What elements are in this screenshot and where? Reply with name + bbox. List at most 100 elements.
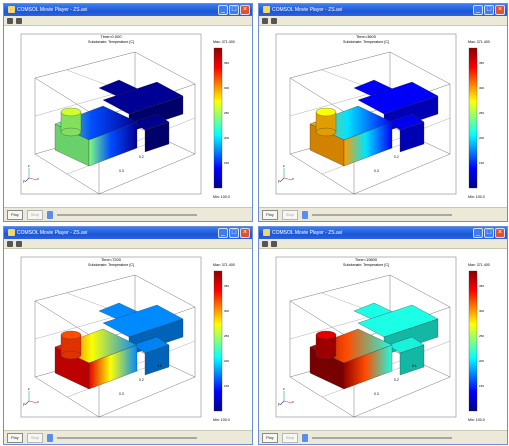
plot-area: Time=7200 Subdomain: Temperature [C] 0.1… xyxy=(7,249,249,429)
minimize-button[interactable]: _ xyxy=(473,5,483,15)
comsol-app-icon xyxy=(8,6,15,14)
playback-controls: Play Stop xyxy=(4,430,252,444)
heater-cylinder-top xyxy=(315,330,337,340)
plot-time-label: Time=0.000 xyxy=(100,34,122,39)
colorbar-tick-label: 200 xyxy=(224,136,229,140)
axis-tick-label: 0.2 xyxy=(394,155,399,159)
colorbar-tick-label: 300 xyxy=(479,309,484,313)
minimize-button[interactable]: _ xyxy=(473,228,483,238)
export-icon[interactable] xyxy=(7,17,13,24)
heater-cylinder-base xyxy=(60,127,82,137)
maximize-button[interactable]: □ xyxy=(484,228,494,238)
stop-button[interactable]: Stop xyxy=(26,432,44,443)
heater-cylinder-top xyxy=(60,330,82,340)
frame-slider-handle[interactable] xyxy=(47,210,54,219)
axis-z-label: z xyxy=(28,164,30,168)
axis-y-label: y xyxy=(23,179,25,183)
save-icon[interactable] xyxy=(16,17,22,24)
export-icon[interactable] xyxy=(262,240,268,247)
maximize-button[interactable]: □ xyxy=(484,5,494,15)
axis-x-label: x xyxy=(37,400,39,404)
movie-player-window: COMSOL Movie Player - ZS.avi _ □ × Time=… xyxy=(258,3,508,222)
frame-slider-track[interactable] xyxy=(312,436,453,439)
close-button[interactable]: × xyxy=(240,228,250,238)
export-icon[interactable] xyxy=(262,17,268,24)
plot-time-label: Time=7200 xyxy=(101,257,122,262)
comsol-app-icon xyxy=(263,229,270,237)
colorbar xyxy=(213,270,223,412)
colorbar-min-label: Min: 100.0 xyxy=(468,418,485,422)
axis-x-label: x xyxy=(292,400,294,404)
playback-controls: Play Stop xyxy=(259,207,507,221)
colorbar-min-label: Min: 100.0 xyxy=(213,195,230,199)
save-icon[interactable] xyxy=(271,240,277,247)
plot-area: Time=0.000 Subdomain: Temperature [C] 0.… xyxy=(7,26,249,206)
window-titlebar[interactable]: COMSOL Movie Player - ZS.avi _ □ × xyxy=(4,227,252,239)
colorbar-tick-label: 350 xyxy=(479,61,484,65)
movie-player-window: COMSOL Movie Player - ZS.avi _ □ × Time=… xyxy=(3,3,253,222)
stop-button[interactable]: Stop xyxy=(281,209,299,220)
window-titlebar[interactable]: COMSOL Movie Player - ZS.avi _ □ × xyxy=(259,227,507,239)
axis-tick-label: 0.3 xyxy=(374,169,379,173)
play-button[interactable]: Play xyxy=(262,432,278,443)
window-title: COMSOL Movie Player - ZS.avi xyxy=(17,7,88,13)
maximize-button[interactable]: □ xyxy=(229,5,239,15)
frame-slider-handle[interactable] xyxy=(302,433,309,442)
axis-tick-label: 0.1 xyxy=(412,364,417,368)
colorbar-tick-label: 300 xyxy=(224,86,229,90)
minimize-button[interactable]: _ xyxy=(218,228,228,238)
cross-arm-front-side xyxy=(144,121,170,153)
heat-sink-geometry xyxy=(54,79,184,167)
frame-slider-handle[interactable] xyxy=(47,433,54,442)
colorbar-tick-label: 200 xyxy=(479,359,484,363)
frame-slider-handle[interactable] xyxy=(302,210,309,219)
toolbar xyxy=(4,239,252,249)
heater-cylinder-top xyxy=(60,107,82,117)
colorbar-ticks: 350 300 250 200 150 xyxy=(224,61,229,165)
minimize-button[interactable]: _ xyxy=(218,5,228,15)
plot-time-label: Time=10800 xyxy=(355,257,378,262)
close-button[interactable]: × xyxy=(495,228,505,238)
axis-y-label: y xyxy=(278,179,280,183)
window-titlebar[interactable]: COMSOL Movie Player - ZS.avi _ □ × xyxy=(259,4,507,16)
colorbar xyxy=(468,47,478,189)
axis-tick-label: 0.1 xyxy=(157,364,162,368)
axis-y-label: y xyxy=(23,402,25,406)
movie-player-window: COMSOL Movie Player - ZS.avi _ □ × Time=… xyxy=(3,226,253,445)
play-button[interactable]: Play xyxy=(7,432,23,443)
heat-sink-geometry xyxy=(54,302,184,390)
plot-subtitle: Subdomain: Temperature [C] xyxy=(88,263,134,267)
temperature-plot: Time=3600 Subdomain: Temperature [C] 0.1… xyxy=(275,33,490,199)
frame-slider-track[interactable] xyxy=(57,436,198,439)
axis-orientation-triad: x y z xyxy=(278,387,294,406)
plot-subtitle: Subdomain: Temperature [C] xyxy=(88,40,134,44)
axis-tick-label: 0.3 xyxy=(374,392,379,396)
window-titlebar[interactable]: COMSOL Movie Player - ZS.avi _ □ × xyxy=(4,4,252,16)
maximize-button[interactable]: □ xyxy=(229,228,239,238)
close-button[interactable]: × xyxy=(240,5,250,15)
stop-button[interactable]: Stop xyxy=(26,209,44,220)
axis-z-label: z xyxy=(283,164,285,168)
comsol-app-icon xyxy=(8,229,15,237)
colorbar xyxy=(213,47,223,189)
plot-time-label: Time=3600 xyxy=(356,34,377,39)
save-icon[interactable] xyxy=(16,240,22,247)
save-icon[interactable] xyxy=(271,17,277,24)
play-button[interactable]: Play xyxy=(7,209,23,220)
frame-slider-track[interactable] xyxy=(57,213,198,216)
axis-orientation-triad: x y z xyxy=(23,387,39,406)
colorbar-tick-label: 200 xyxy=(224,359,229,363)
stop-button[interactable]: Stop xyxy=(281,432,299,443)
colorbar-tick-label: 150 xyxy=(224,161,229,165)
export-icon[interactable] xyxy=(7,240,13,247)
colorbar-tick-label: 300 xyxy=(224,309,229,313)
frame-slider-track[interactable] xyxy=(312,213,453,216)
colorbar-tick-label: 350 xyxy=(479,284,484,288)
heater-cylinder-base xyxy=(315,127,337,137)
colorbar-ticks: 350 300 250 200 150 xyxy=(479,284,484,388)
close-button[interactable]: × xyxy=(495,5,505,15)
play-button[interactable]: Play xyxy=(262,209,278,220)
axis-tick-label: 0.2 xyxy=(139,378,144,382)
colorbar-tick-label: 150 xyxy=(479,384,484,388)
axis-orientation-triad: x y z xyxy=(278,164,294,183)
